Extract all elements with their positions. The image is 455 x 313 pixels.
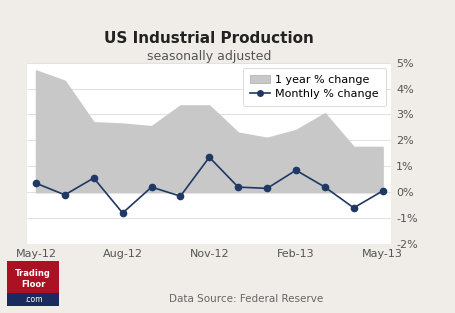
- Text: .com: .com: [24, 295, 42, 304]
- Text: Trading: Trading: [15, 269, 51, 278]
- Text: seasonally adjusted: seasonally adjusted: [147, 50, 272, 63]
- Legend: 1 year % change, Monthly % change: 1 year % change, Monthly % change: [243, 68, 386, 106]
- Text: Data Source: Federal Reserve: Data Source: Federal Reserve: [168, 294, 323, 304]
- Text: Floor: Floor: [21, 280, 45, 289]
- Title: US Industrial Production: US Industrial Production: [104, 31, 314, 46]
